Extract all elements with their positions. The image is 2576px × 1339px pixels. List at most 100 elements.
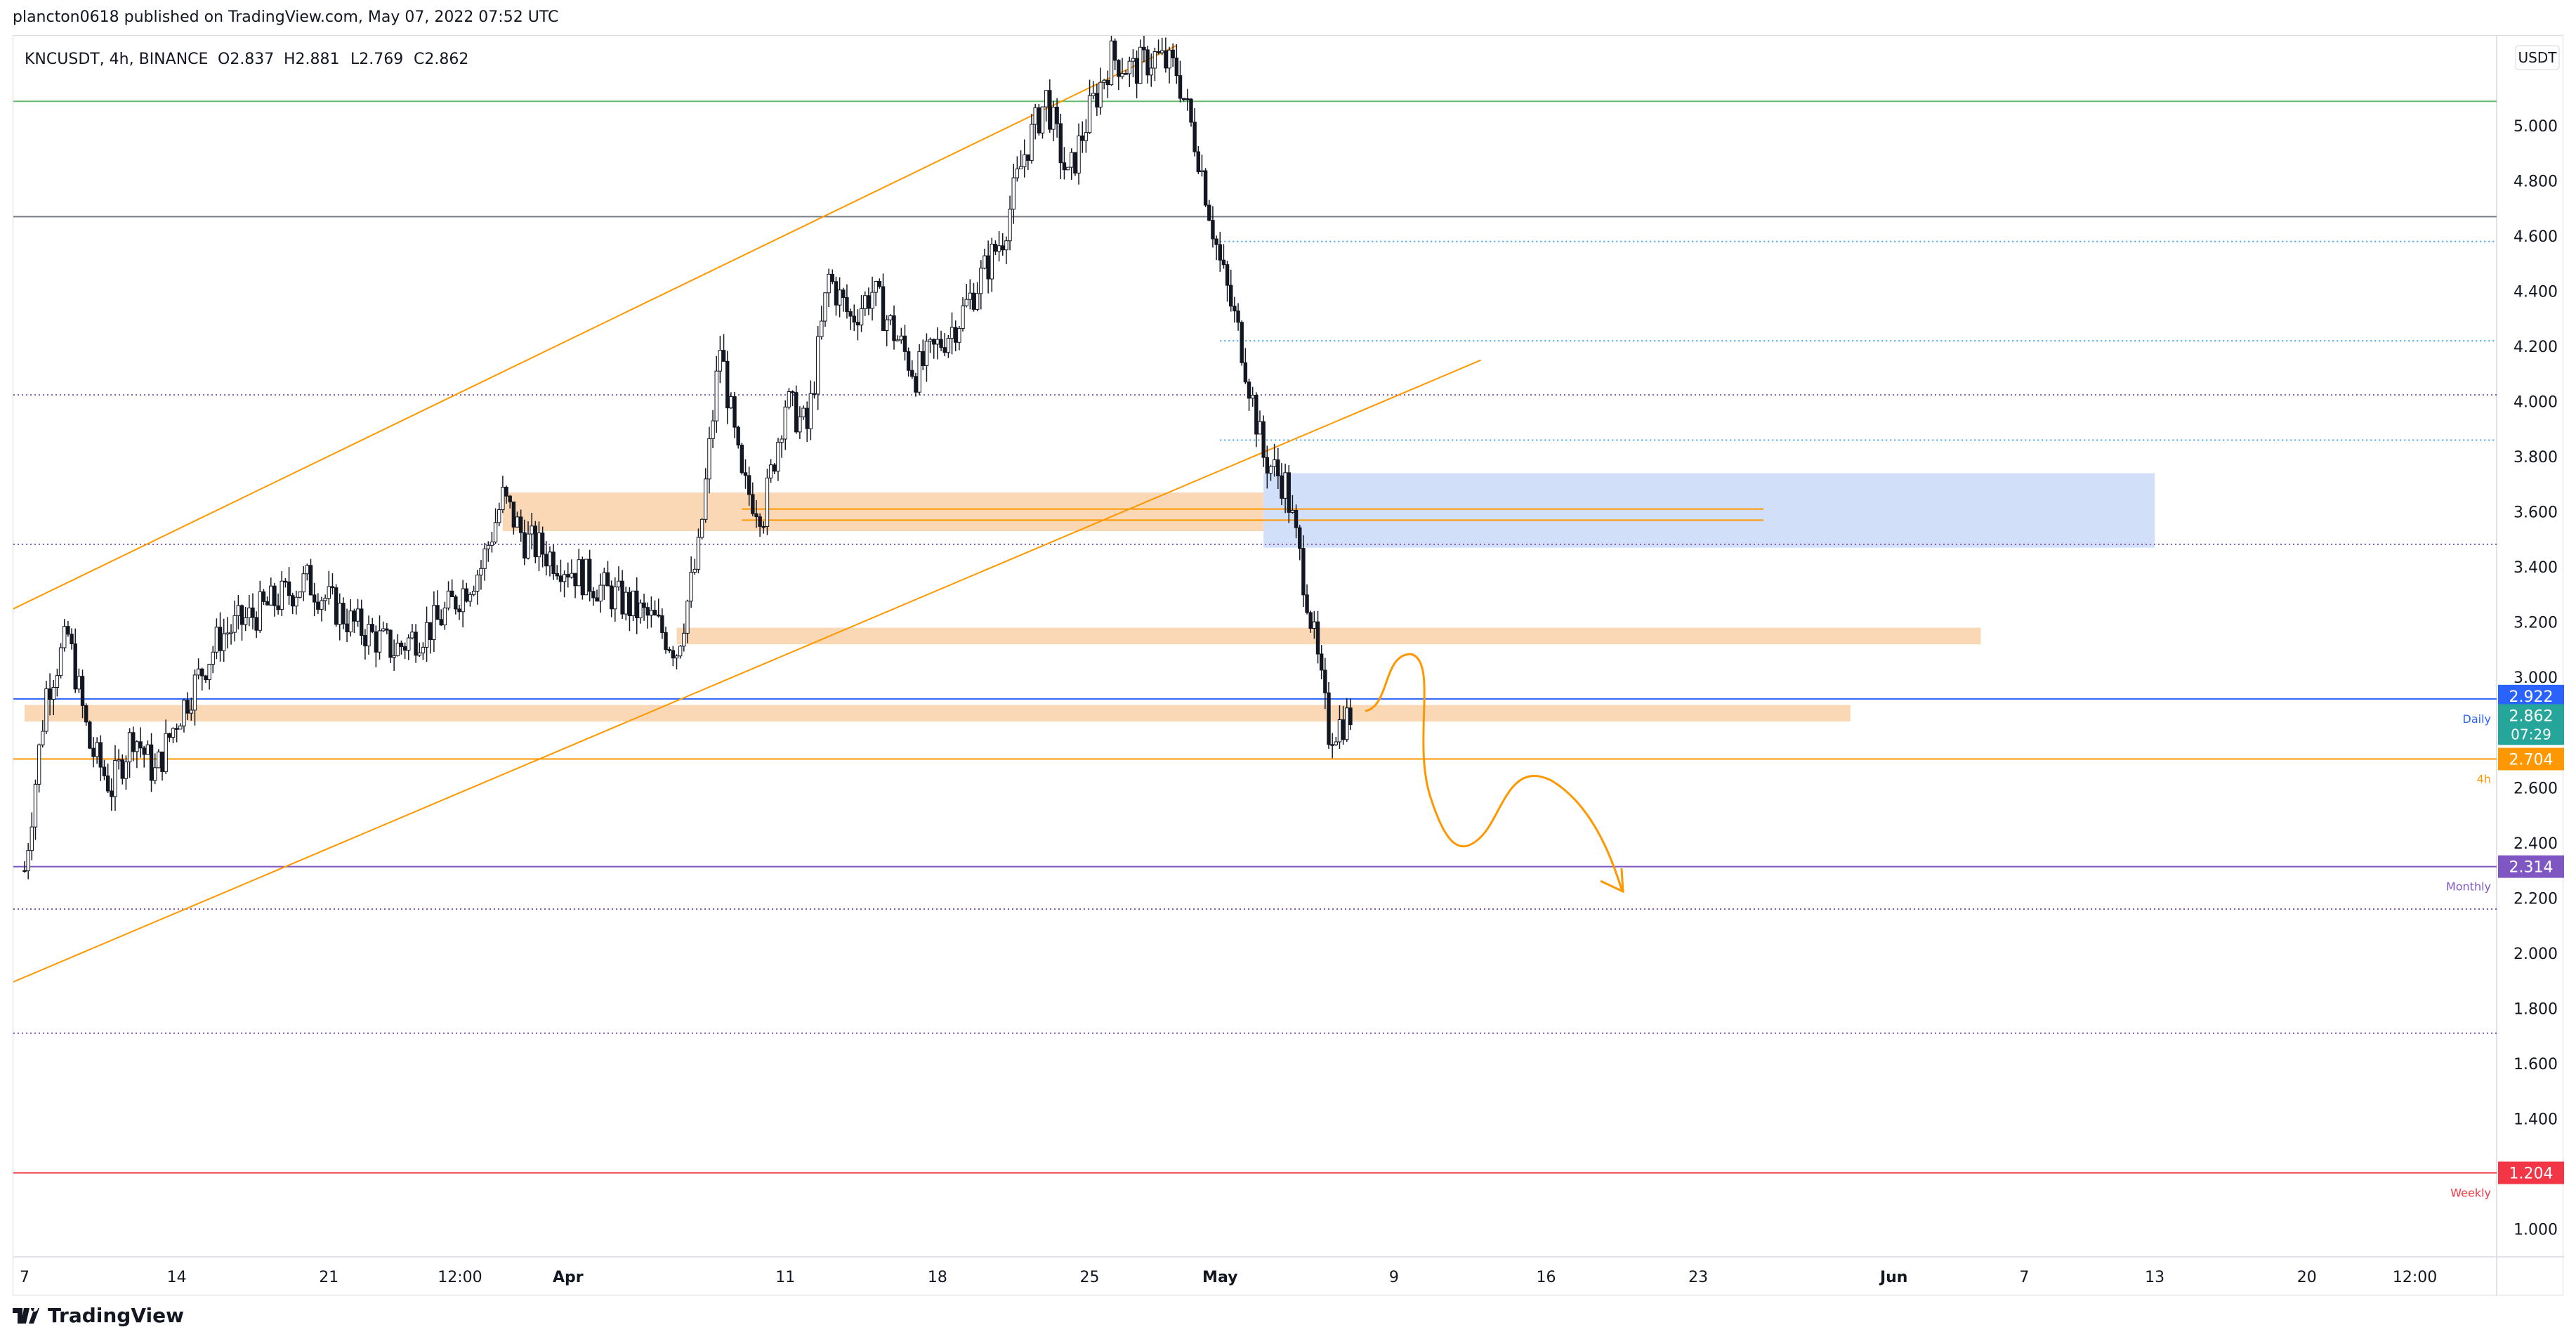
price-tick-label: 4.000	[2513, 394, 2558, 412]
time-tick-label: 14	[167, 1269, 187, 1286]
candle-down	[635, 590, 639, 618]
price-tick-label: 1.400	[2513, 1111, 2558, 1129]
candle-up	[493, 522, 498, 542]
chart-canvas[interactable]: KNCUSDT, 4h, BINANCE O2.837 H2.881 L2.76…	[13, 36, 2564, 1296]
tradingview-logo[interactable]: TradingView	[13, 1304, 184, 1327]
chart-frame[interactable]: KNCUSDT, 4h, BINANCE O2.837 H2.881 L2.76…	[13, 35, 2564, 1296]
time-tick-label: 7	[2019, 1269, 2029, 1286]
candle-down	[80, 676, 85, 706]
candle-down	[761, 525, 765, 528]
time-axis[interactable]: 7 14 21 12:00 Apr 11 18 25 May 9 16 23 Jun 7 13 20 12:00	[20, 1269, 2437, 1286]
candle-up	[247, 607, 251, 618]
candle-up	[468, 594, 473, 602]
candle-up	[301, 573, 305, 593]
candle-down	[1105, 79, 1110, 86]
candle-up	[968, 292, 973, 300]
candle-up	[178, 725, 183, 730]
candle-down	[251, 607, 255, 618]
price-axis[interactable]: 5.000 4.800 4.600 4.400 4.200 4.000 3.800 3.600…	[2513, 118, 2558, 1239]
candle-down	[1308, 612, 1313, 629]
candle-down	[1095, 93, 1099, 107]
candle-up	[1283, 472, 1287, 499]
candle-down	[360, 608, 364, 636]
price-tick-label: 2.600	[2513, 780, 2558, 797]
candle-down	[388, 629, 393, 658]
candle-down	[1196, 151, 1200, 172]
candle-up	[711, 420, 715, 439]
channel-line-upper	[13, 45, 1177, 610]
candle-up	[392, 655, 396, 658]
time-tick-label: 7	[20, 1269, 29, 1286]
time-tick-label: Jun	[1879, 1269, 1908, 1286]
candle-up	[189, 710, 193, 714]
candle-up	[1258, 421, 1262, 435]
candle-up	[1087, 95, 1092, 133]
candle-down	[645, 607, 650, 616]
candle-down	[291, 595, 295, 607]
candle-up	[815, 336, 820, 395]
candle-down	[330, 586, 335, 589]
candle-down	[993, 244, 998, 252]
candle-down	[591, 591, 596, 599]
candle-down	[48, 688, 52, 700]
candle-down	[805, 407, 809, 429]
symbol-legend: KNCUSDT, 4h, BINANCE O2.837 H2.881 L2.76…	[25, 51, 468, 68]
candle-up	[55, 675, 60, 688]
candle-up	[823, 292, 827, 322]
candle-down	[751, 494, 755, 514]
time-tick-label: May	[1202, 1269, 1237, 1286]
candle-up	[1030, 124, 1034, 161]
candle-down	[544, 554, 548, 567]
currency-button[interactable]: USDT	[2515, 45, 2560, 70]
candle-down	[385, 628, 389, 631]
countdown-text: 07:29	[2511, 726, 2551, 743]
candle-up	[798, 416, 802, 433]
time-tick-label: 11	[775, 1269, 795, 1286]
candle-up	[884, 319, 889, 332]
candle-up	[196, 668, 201, 676]
candle-down	[1247, 381, 1251, 399]
candle-down	[1207, 204, 1211, 221]
candle-down	[272, 585, 277, 606]
candle-up	[1290, 509, 1295, 513]
candle-up	[446, 590, 451, 608]
candle-down	[664, 632, 668, 651]
candle-down	[1037, 107, 1041, 133]
candle-up	[1044, 90, 1049, 107]
candle-up	[501, 487, 505, 511]
candle-down	[105, 775, 110, 792]
candle-down	[1305, 594, 1309, 613]
tradingview-logo-icon	[13, 1304, 41, 1324]
candle-down	[1001, 245, 1005, 251]
candle-down	[1243, 362, 1248, 383]
projected-path	[1365, 653, 1623, 890]
price-tick-label: 3.400	[2513, 559, 2558, 577]
candle-up	[859, 308, 864, 326]
candle-down	[986, 255, 990, 280]
candle-up	[135, 741, 139, 752]
candle-down	[370, 624, 374, 632]
candle-down	[363, 635, 367, 646]
candle-up	[327, 586, 331, 599]
price-tick-label: 1.800	[2513, 1000, 2558, 1018]
candle-down	[316, 601, 320, 610]
candle-up	[258, 591, 262, 631]
candle-up	[323, 598, 327, 601]
candle-up	[780, 438, 784, 443]
candle-up	[37, 744, 41, 785]
candle-up	[1152, 51, 1157, 69]
candle-up	[214, 627, 219, 653]
candle-down	[609, 585, 614, 610]
candle-up	[837, 289, 842, 306]
candle-down	[1229, 285, 1233, 307]
candle-up	[1120, 73, 1124, 77]
candle-down	[308, 565, 313, 596]
candle-down	[1330, 744, 1334, 746]
candle-down	[1156, 51, 1161, 53]
candle-up	[1160, 50, 1164, 53]
candle-up	[338, 603, 342, 625]
candle-up	[1334, 741, 1339, 745]
candle-down	[22, 870, 27, 873]
candle-up	[783, 406, 787, 440]
candle-up	[598, 584, 603, 602]
